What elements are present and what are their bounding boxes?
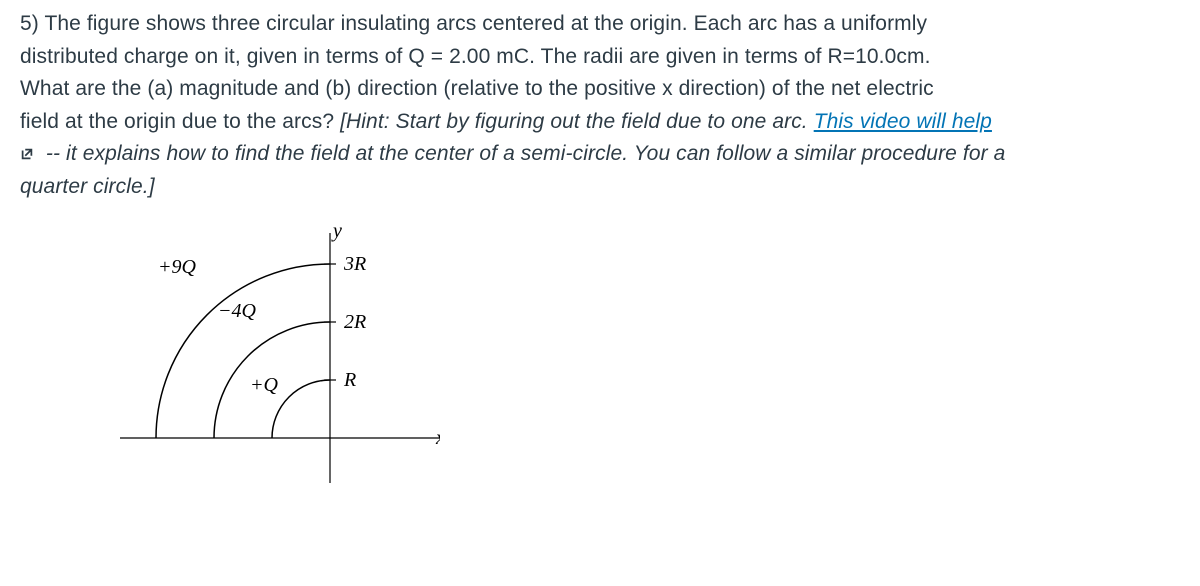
- figure-svg: y x R +Q 2R −4Q 3R +9Q: [110, 223, 440, 503]
- svg-text:y: y: [331, 223, 342, 242]
- hint-lead: [Hint: Start by figuring out the field d…: [340, 110, 814, 133]
- svg-text:3R: 3R: [343, 253, 366, 275]
- svg-text:+Q: +Q: [250, 374, 278, 396]
- svg-text:x: x: [435, 427, 440, 449]
- hint-video-link[interactable]: This video will help: [814, 110, 992, 133]
- text-line-5: -- it explains how to find the field at …: [40, 142, 1005, 165]
- problem-text: 5) The figure shows three circular insul…: [20, 8, 1180, 203]
- text-line-4a: field at the origin due to the arcs?: [20, 110, 340, 133]
- svg-text:2R: 2R: [344, 311, 366, 333]
- svg-text:R: R: [343, 369, 356, 391]
- text-line-2: distributed charge on it, given in terms…: [20, 45, 931, 68]
- svg-text:+9Q: +9Q: [158, 256, 196, 278]
- external-link-icon: [20, 139, 34, 153]
- figure: y x R +Q 2R −4Q 3R +9Q: [110, 223, 1180, 508]
- text-line-6: quarter circle.]: [20, 175, 155, 198]
- problem-number: 5): [20, 12, 39, 35]
- svg-text:−4Q: −4Q: [218, 300, 256, 322]
- text-line-3: What are the (a) magnitude and (b) direc…: [20, 77, 934, 100]
- text-line-1: The figure shows three circular insulati…: [44, 12, 927, 35]
